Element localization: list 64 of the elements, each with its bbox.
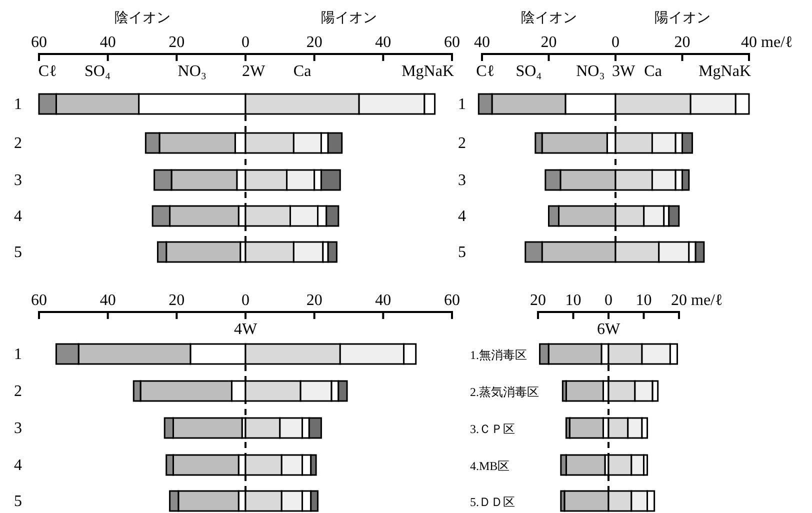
x-tick-label: 0: [612, 34, 620, 51]
y-tick-label: 2: [458, 135, 466, 152]
x-tick-label: 40: [375, 34, 392, 51]
text: 陰イオン: [520, 10, 577, 26]
series-label: NO₃: [576, 63, 605, 80]
chart-title: 2W: [242, 63, 266, 80]
x-tick-label: 20: [540, 34, 557, 51]
y-tick-label: 1: [14, 96, 22, 113]
x-tick-label: 40: [100, 34, 116, 51]
text: MgNaK: [698, 63, 752, 80]
chart-title: 3W: [612, 63, 636, 80]
y-tick-label: 2.蒸気消毒区: [470, 385, 539, 399]
text: MgNaK: [402, 63, 454, 80]
series-label: Ca: [644, 63, 662, 80]
chart-title: 4W: [234, 321, 258, 338]
x-axis-title: me/ℓ: [761, 34, 793, 51]
x-tick-label: 40: [741, 34, 757, 51]
x-tick-label: 20: [530, 292, 546, 309]
y-tick-label: 1: [14, 346, 22, 363]
x-tick-label: 60: [31, 34, 47, 51]
x-tick-label: 10: [565, 292, 582, 309]
x-tick-label: 60: [444, 292, 460, 309]
y-tick-label: 5.ＤＤ区: [470, 495, 515, 509]
series-label: SO₄: [516, 63, 542, 80]
text: 陽イオン: [654, 11, 710, 26]
x-tick-label: 0: [604, 292, 612, 309]
y-tick-label: 3: [14, 420, 22, 437]
x-tick-label: 40: [100, 292, 116, 309]
y-tick-label: 3: [458, 172, 466, 189]
x-tick-label: 20: [671, 292, 687, 309]
x-tick-label: 60: [31, 292, 47, 309]
x-tick-label: 20: [306, 34, 322, 51]
x-tick-label: 20: [168, 292, 185, 309]
x-tick-label: 40: [474, 34, 490, 51]
text: 陽イオン: [320, 11, 377, 26]
series-label: Cℓ: [476, 63, 495, 80]
x-tick-label: 0: [242, 292, 250, 309]
y-tick-label: 5: [14, 493, 22, 510]
x-tick-label: 40: [375, 292, 392, 309]
text: 陰イオン: [114, 10, 170, 26]
x-tick-label: 0: [242, 34, 250, 51]
y-tick-label: 1.無消毒区: [470, 348, 527, 362]
x-tick-label: 20: [306, 292, 322, 309]
y-tick-label: 3.ＣＰ区: [470, 422, 515, 436]
y-tick-label: 4: [458, 208, 466, 225]
series-label: NO₃: [178, 63, 206, 80]
x-tick-label: 10: [636, 292, 652, 309]
y-tick-label: 4: [14, 208, 22, 225]
y-tick-label: 2: [14, 383, 22, 400]
y-tick-label: 2: [14, 135, 22, 152]
y-tick-label: 5: [458, 244, 466, 261]
series-label: SO₄: [84, 63, 111, 80]
series-label: Cℓ: [38, 63, 57, 80]
y-tick-label: 4.MB区: [470, 459, 510, 473]
x-tick-label: 20: [674, 34, 690, 51]
y-tick-label: 3: [14, 172, 22, 189]
x-tick-label: 20: [168, 34, 185, 51]
chart-title: 6W: [596, 321, 621, 338]
series-label: Ca: [293, 63, 312, 80]
y-tick-label: 4: [14, 457, 22, 474]
x-axis-title: me/ℓ: [691, 292, 723, 309]
y-tick-label: 1: [458, 96, 466, 113]
y-tick-label: 5: [14, 244, 22, 261]
x-tick-label: 60: [444, 34, 460, 51]
